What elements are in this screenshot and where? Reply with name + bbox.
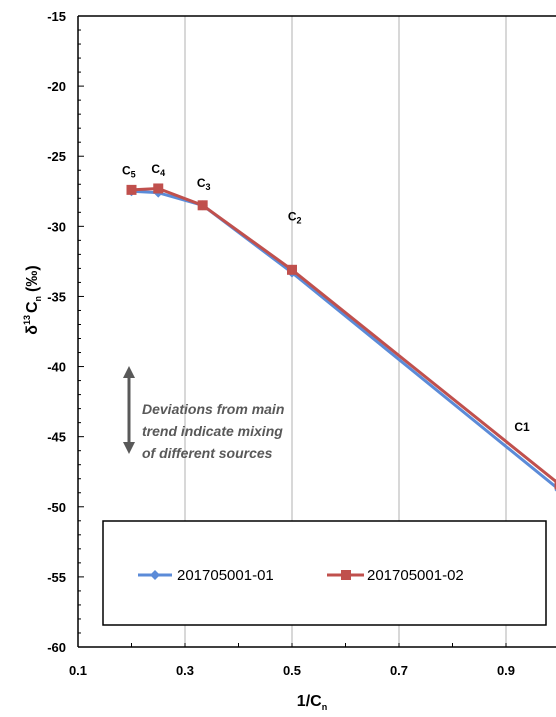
x-tick-label: 0.3 — [176, 663, 194, 678]
legend-marker-201705001-02 — [341, 570, 351, 580]
point-label: C1 — [514, 420, 530, 434]
y-axis-title-c: C — [24, 301, 41, 313]
series-layer — [126, 183, 556, 492]
data-point-square — [287, 264, 297, 275]
data-point-square — [153, 183, 164, 194]
axes — [77, 15, 556, 648]
arrow-head-up-icon — [123, 366, 135, 378]
y-axis-title-delta: δ — [24, 325, 41, 335]
arrow-head-down-icon — [123, 442, 135, 454]
note-line-2: trend indicate mixing — [142, 423, 283, 439]
legend-label-201705001-01: 201705001-01 — [177, 567, 274, 584]
note-line-3: of different sources — [142, 445, 273, 461]
x-tick-label: 0.5 — [283, 663, 301, 678]
deviation-note: Deviations from main trend indicate mixi… — [123, 366, 284, 461]
y-tick-label: -30 — [47, 219, 66, 234]
x-axis-title: 1/Cn — [297, 693, 327, 712]
point-label: C3 — [197, 176, 211, 192]
point-label: C2 — [288, 210, 302, 226]
y-tick-label: -25 — [47, 149, 66, 164]
y-tick-label: -40 — [47, 360, 66, 375]
series-201705001-02 — [126, 183, 556, 490]
y-axis-title-sub: n — [33, 296, 43, 302]
legend-marker-201705001-01 — [150, 570, 160, 580]
x-tick-label: 0.1 — [69, 663, 87, 678]
point-label: C5 — [122, 163, 136, 179]
y-axis-title: δ13 Cn (‰) — [22, 265, 43, 334]
y-tick-label: -60 — [47, 640, 66, 655]
data-point-square — [197, 200, 208, 211]
x-axis-title-main: 1/C — [297, 693, 322, 710]
data-point-square — [126, 184, 137, 195]
x-tick-label: 0.9 — [497, 663, 515, 678]
tick-labels: -15 -20 -25 -30 -35 -40 -45 -50 -55 -600.1 0.3 0.5 0… — [47, 9, 515, 678]
point-annotations: C5 C4 C3 C2 C1 — [122, 162, 530, 434]
y-axis-title-sup: 13 — [22, 315, 32, 325]
series-line — [131, 186, 556, 484]
x-axis-title-sub: n — [322, 702, 328, 712]
x-tick-label: 0.7 — [390, 663, 408, 678]
point-label: C4 — [151, 162, 165, 178]
legend-label-201705001-02: 201705001-02 — [367, 567, 464, 584]
y-axis-title-unit: (‰) — [24, 265, 41, 292]
y-tick-label: -45 — [47, 430, 66, 445]
legend-box — [102, 520, 547, 626]
y-tick-label: -55 — [47, 570, 66, 585]
y-tick-label: -20 — [47, 79, 66, 94]
note-line-1: Deviations from main — [142, 401, 284, 417]
y-tick-label: -50 — [47, 500, 66, 515]
legend: 201705001-01 201705001-02 — [102, 520, 547, 626]
y-tick-label: -35 — [47, 289, 66, 304]
y-tick-label: -15 — [47, 9, 66, 24]
data-point-square — [554, 479, 556, 490]
